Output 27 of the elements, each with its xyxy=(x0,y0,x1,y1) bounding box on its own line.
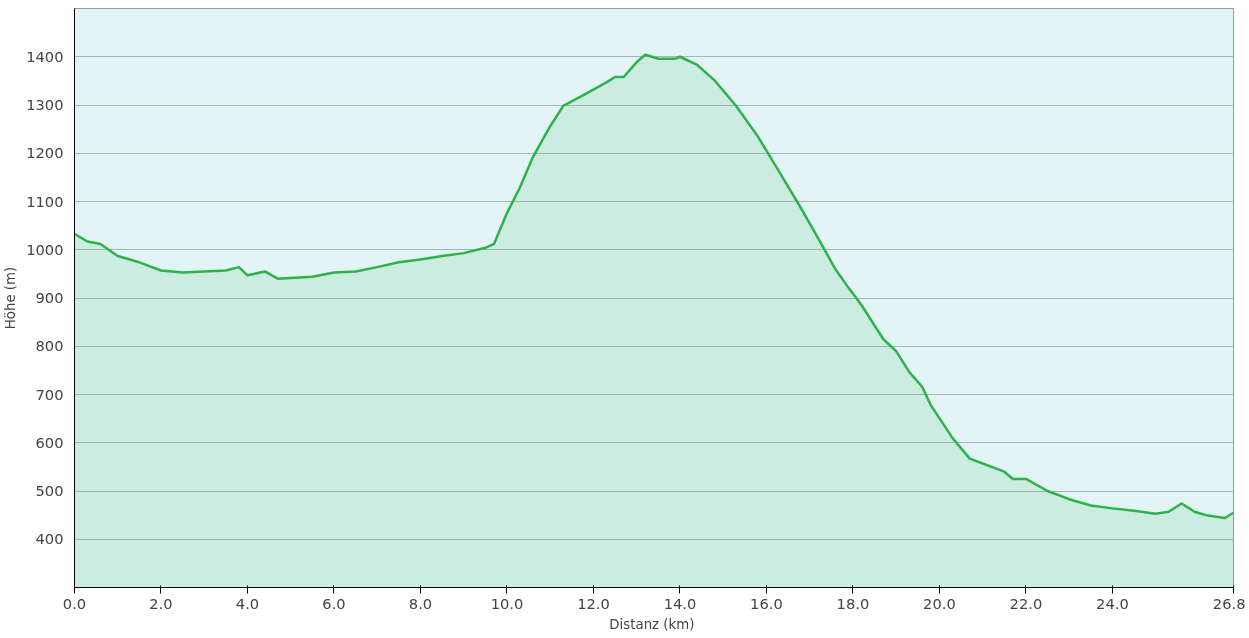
y-tick-label: 400 xyxy=(35,530,64,548)
y-tick-label: 700 xyxy=(35,385,64,403)
x-tick-label: 4.0 xyxy=(235,594,260,612)
y-axis-title: Höhe (m) xyxy=(3,266,19,330)
y-tick-label: 1300 xyxy=(26,96,64,113)
y-tick-label: 1000 xyxy=(26,240,64,258)
x-tick-label: 0.0 xyxy=(62,594,87,612)
y-tick-label: 800 xyxy=(35,337,64,355)
x-axis-title: Distanz (km) xyxy=(609,616,695,632)
y-tick-label: 1100 xyxy=(26,192,64,210)
x-tick-label: 18.0 xyxy=(836,594,870,612)
x-tick-label: 20.0 xyxy=(923,594,956,612)
x-tick-label: 24.0 xyxy=(1096,594,1129,612)
x-tick-label: 26.8 xyxy=(1212,594,1246,612)
y-tick-label: 600 xyxy=(35,433,64,451)
x-tick-label: 6.0 xyxy=(322,594,346,612)
x-tick-label: 12.0 xyxy=(577,594,610,612)
x-tick-label: 22.0 xyxy=(1009,594,1043,612)
x-tick-label: 8.0 xyxy=(408,594,433,612)
y-tick-label: 1200 xyxy=(26,144,64,162)
y-tick-label: 500 xyxy=(35,482,64,499)
x-tick-label: 14.0 xyxy=(663,594,697,612)
x-tick-label: 16.0 xyxy=(750,594,783,612)
y-tick-label: 900 xyxy=(35,289,64,306)
x-tick-label: 2.0 xyxy=(149,594,173,612)
y-tick-label: 1400 xyxy=(26,47,64,65)
x-tick-label: 10.0 xyxy=(490,594,524,612)
